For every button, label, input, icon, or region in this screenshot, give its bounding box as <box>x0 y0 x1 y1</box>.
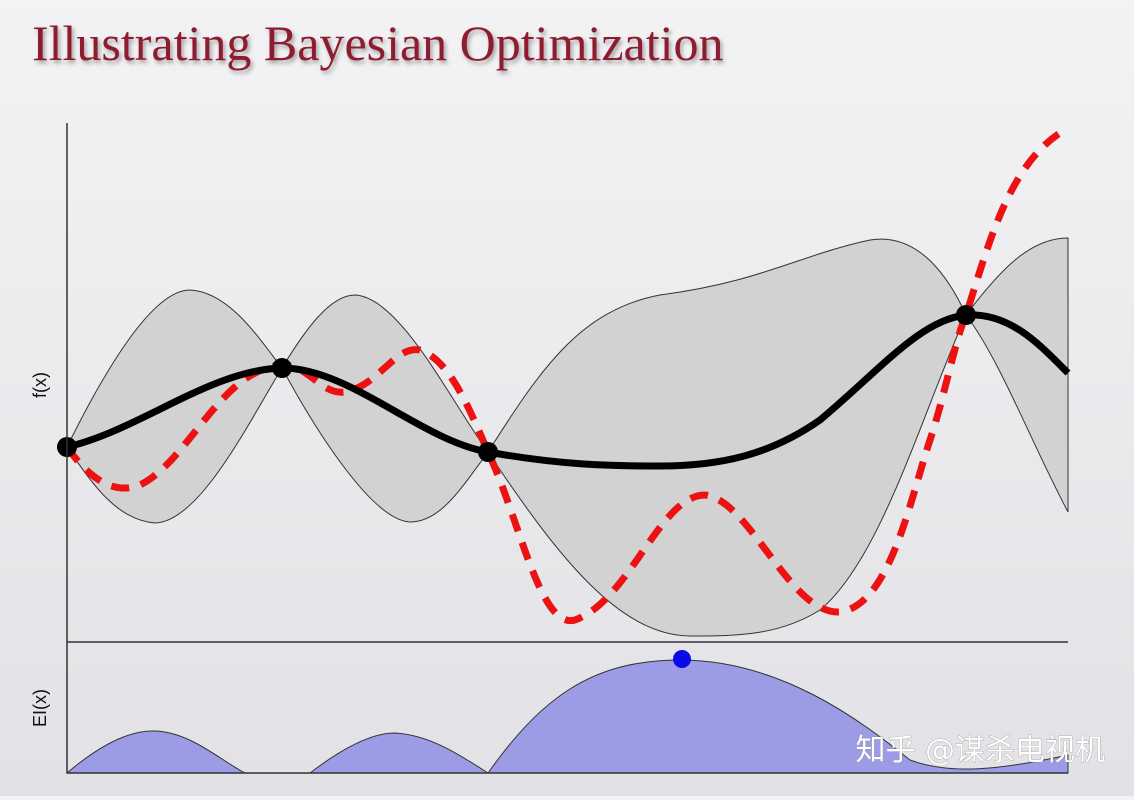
observation <box>478 442 498 462</box>
confidence-band <box>66 237 1069 637</box>
axis-label: f(x) <box>30 372 50 398</box>
next-sample <box>673 650 691 668</box>
axis-label: EI(x) <box>30 689 50 727</box>
slide-title: Illustrating Bayesian Optimization <box>32 15 724 71</box>
observation <box>956 305 976 325</box>
watermark: 知乎 @谋杀电视机 <box>855 733 1105 768</box>
observation <box>272 358 292 378</box>
ei-area <box>65 659 1069 774</box>
